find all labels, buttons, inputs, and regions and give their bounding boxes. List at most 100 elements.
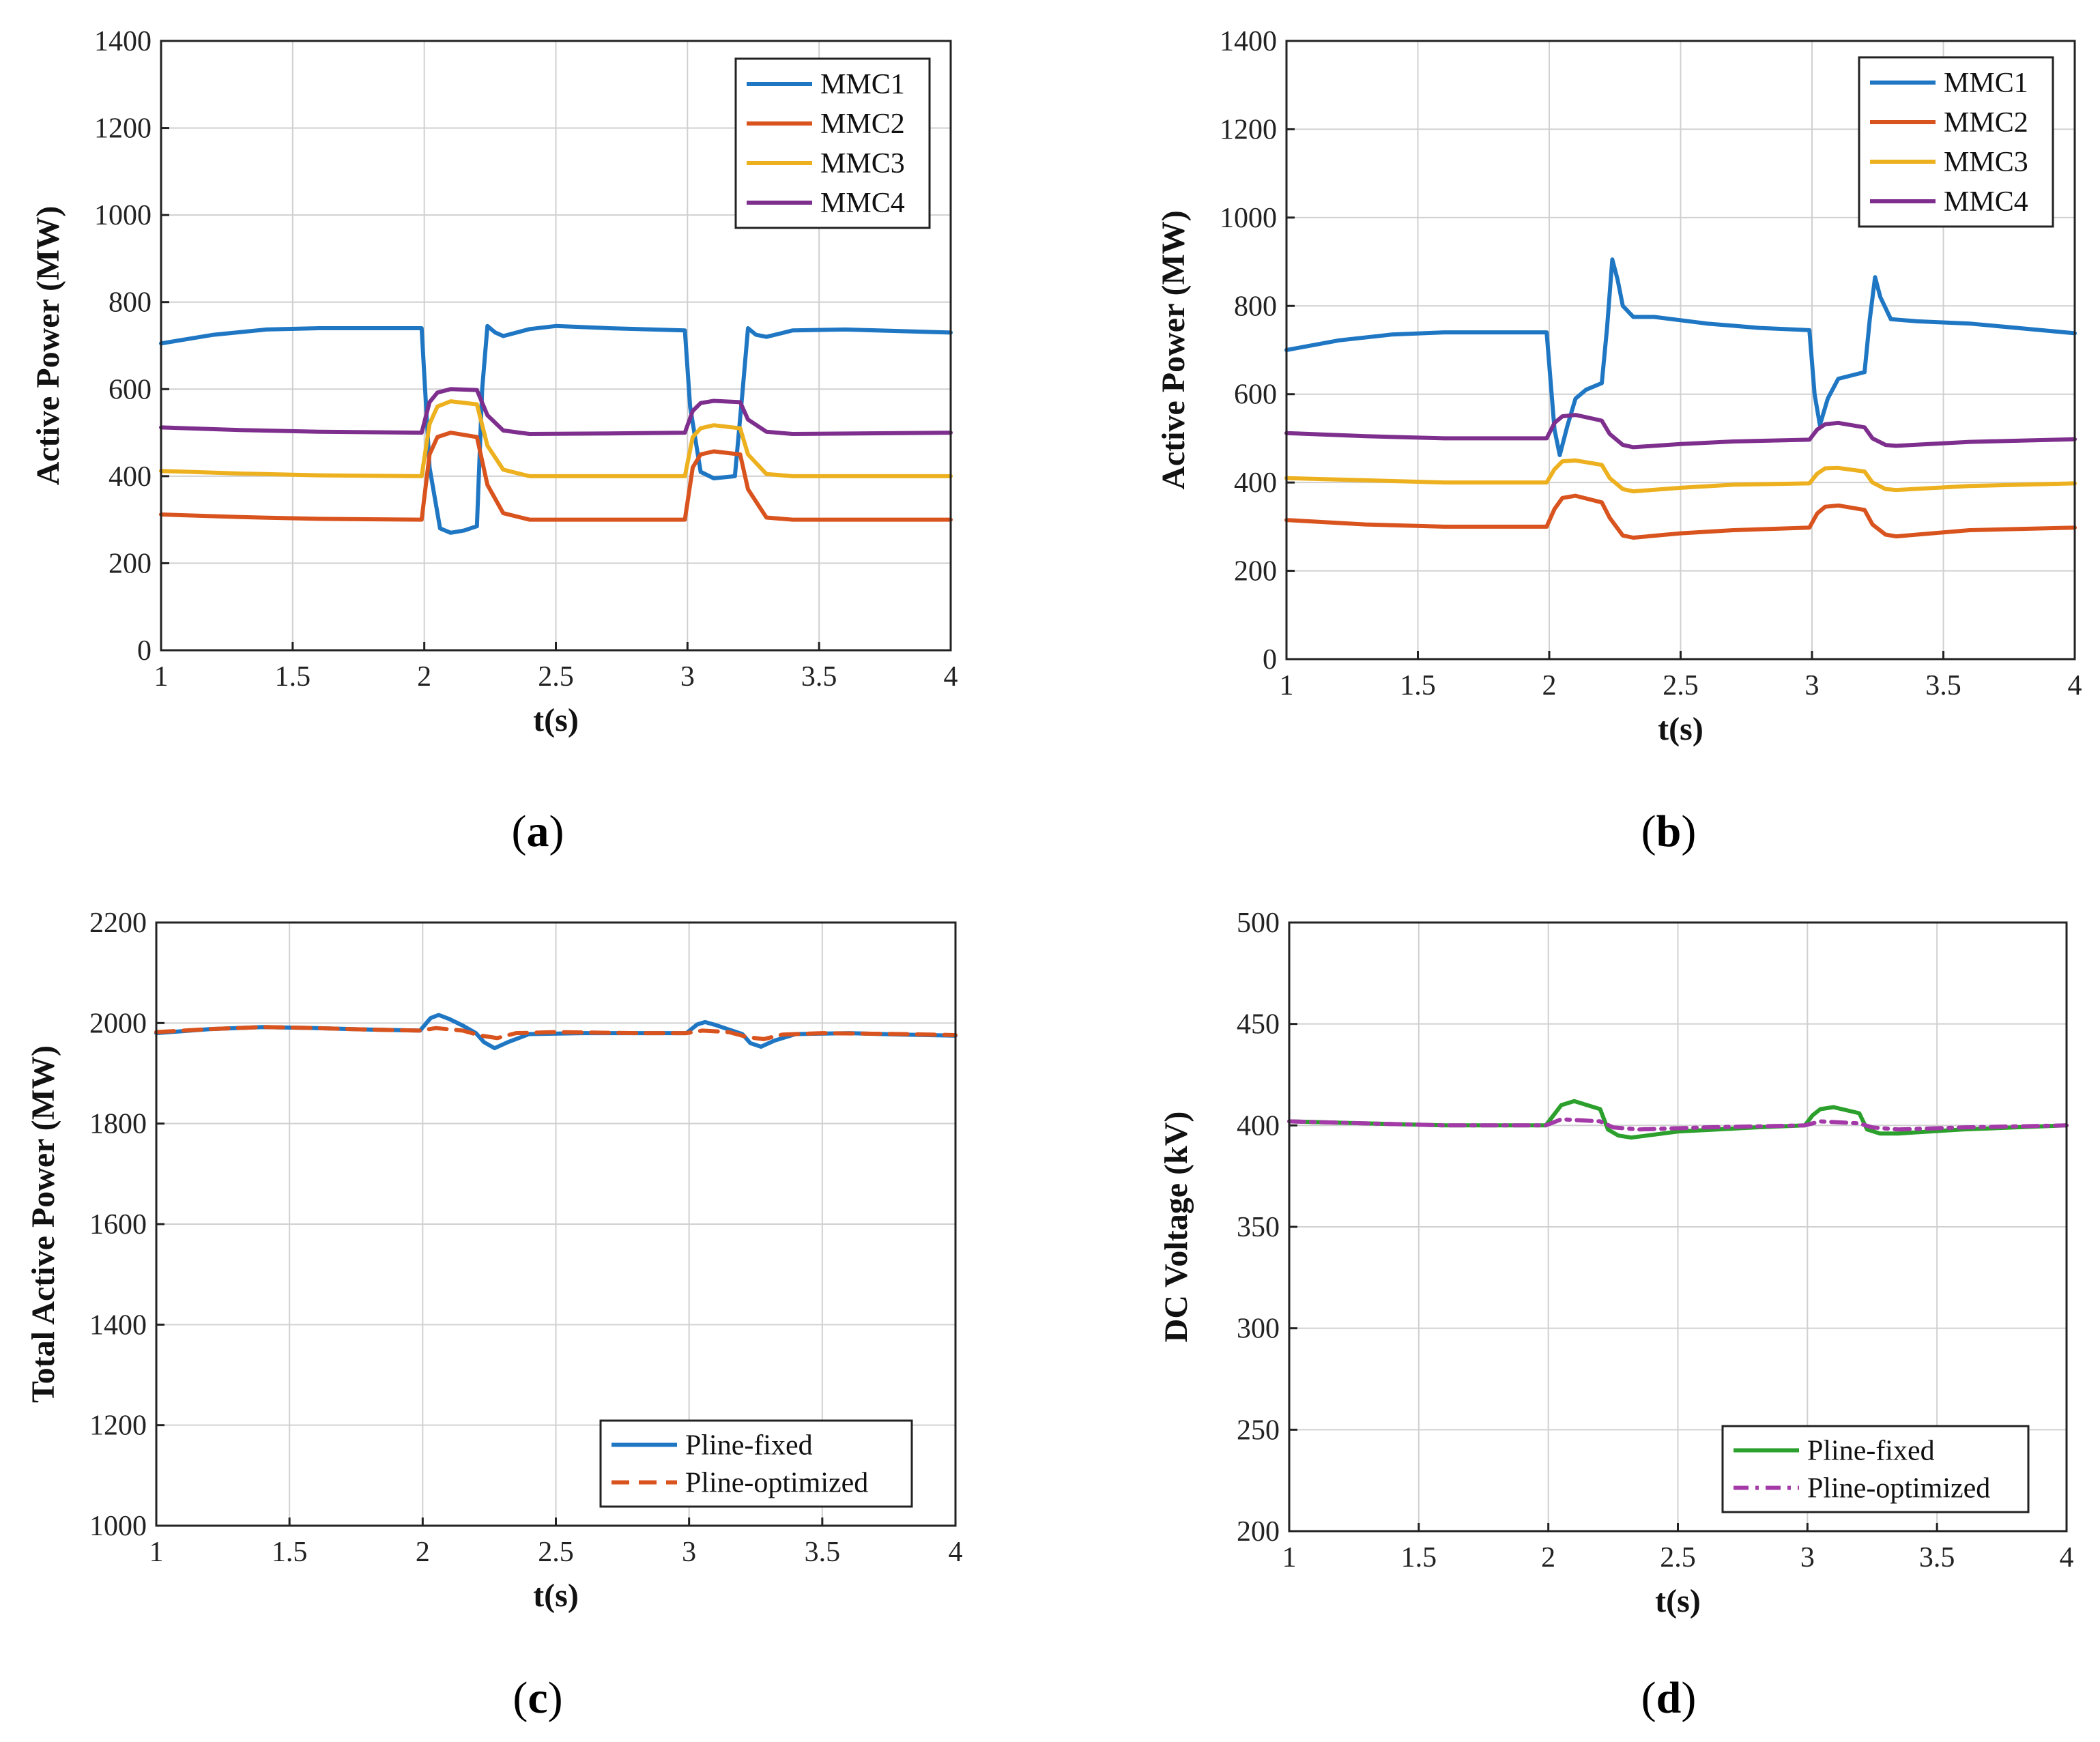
legend-label: Pline-optimized [1807, 1473, 1990, 1505]
panel-caption: (a) [512, 807, 564, 856]
legend-label: MMC3 [820, 148, 905, 179]
series-line-mmc4 [1284, 413, 2077, 450]
y-tick-label: 2000 [89, 1008, 147, 1039]
series-line-pline-optimized [154, 1025, 958, 1041]
y-tick-label: 1000 [1220, 203, 1277, 234]
y-tick-label: 0 [137, 635, 152, 667]
caption-letter: c [528, 1673, 547, 1723]
series-line-mmc1 [1284, 257, 2077, 457]
x-tick-label: 3 [1800, 1542, 1815, 1573]
series-line-mmc2 [1284, 493, 2077, 540]
chart-d-dc-voltage: 1 1.5 2 2.5 3 3.5 4 200 250 300 350 400 450 500 t(s) DC… [1158, 908, 2074, 1723]
x-tick-label: 3.5 [1919, 1542, 1955, 1573]
y-tick-label: 600 [109, 374, 152, 405]
x-axis-label: t(s) [533, 702, 579, 738]
caption-close: ) [1681, 1673, 1696, 1723]
x-axis-label: t(s) [1658, 711, 1703, 747]
x-tick-label: 4 [944, 661, 958, 693]
x-tick-label: 2 [417, 661, 431, 693]
chart-b-active-power: 1 1.5 2 2.5 3 3.5 4 0 200 400 600 800 1000 1200 1400 t(… [1155, 26, 2082, 856]
caption-open: ( [1641, 1673, 1656, 1723]
y-tick-label: 200 [109, 548, 152, 579]
legend-label: Pline-fixed [1807, 1436, 1935, 1467]
legend-label: MMC1 [820, 69, 905, 100]
y-axis-label: Active Power (MW) [1155, 210, 1192, 490]
panel-caption: (d) [1641, 1673, 1697, 1723]
y-tick-label: 1200 [89, 1410, 147, 1442]
y-tick-label: 1400 [89, 1309, 147, 1341]
chart-a-active-power: 1 1.5 2 2.5 3 3.5 4 0 200 400 600 800 1000 1200 1400 t(… [30, 26, 958, 856]
x-tick-label: 1 [154, 661, 169, 693]
series-line-pline-optimized [1287, 1117, 2069, 1132]
legend-label: MMC4 [1944, 186, 2028, 218]
caption-letter: b [1656, 807, 1682, 856]
caption-open: ( [512, 807, 527, 856]
series-line-mmc4 [159, 387, 953, 436]
x-tick-label: 3.5 [1925, 670, 1961, 701]
x-tick-label: 2.5 [1663, 670, 1699, 701]
y-tick-label: 1800 [89, 1109, 147, 1140]
y-tick-label: 0 [1263, 644, 1277, 676]
y-tick-label: 1000 [94, 200, 152, 231]
x-axis-label: t(s) [533, 1578, 579, 1614]
y-tick-label: 800 [109, 287, 152, 319]
legend-label: MMC2 [1944, 107, 2028, 139]
panel-caption: (c) [513, 1673, 562, 1723]
y-tick-label: 350 [1237, 1212, 1280, 1243]
x-tick-label: 1 [149, 1537, 164, 1568]
caption-open: ( [513, 1673, 528, 1723]
series-line-mmc3 [159, 399, 953, 478]
x-tick-label: 4 [2068, 670, 2082, 701]
series-line-mmc2 [159, 431, 953, 522]
legend-label: Pline-optimized [685, 1468, 868, 1499]
caption-close: ) [548, 1673, 563, 1723]
y-tick-label: 400 [1234, 467, 1277, 499]
x-tick-label: 2 [416, 1537, 430, 1568]
caption-open: ( [1641, 807, 1656, 856]
x-tick-label: 3 [680, 661, 695, 693]
y-tick-label: 800 [1234, 291, 1277, 322]
legend-label: MMC4 [820, 188, 905, 219]
x-tick-label: 1.5 [272, 1537, 308, 1568]
series-line-mmc3 [1284, 458, 2077, 494]
legend-label: Pline-fixed [685, 1430, 813, 1462]
x-tick-label: 3 [682, 1537, 696, 1568]
x-tick-label: 1.5 [1400, 670, 1436, 701]
y-tick-label: 600 [1234, 379, 1277, 411]
series-line-mmc1 [159, 323, 953, 535]
legend-box [734, 57, 931, 229]
caption-letter: d [1656, 1673, 1682, 1723]
x-tick-label: 1 [1282, 1542, 1297, 1573]
x-tick-label: 2.5 [538, 1537, 574, 1568]
x-tick-label: 2 [1542, 670, 1557, 701]
y-tick-label: 1400 [1220, 26, 1277, 57]
x-tick-label: 1 [1280, 670, 1294, 701]
legend-box [1721, 1425, 2030, 1513]
y-axis-label: Active Power (MW) [30, 206, 66, 486]
x-tick-label: 4 [949, 1537, 963, 1568]
panel-caption: (b) [1641, 807, 1697, 856]
x-tick-label: 2 [1541, 1542, 1555, 1573]
chart-c-total-active-power: 1 1.5 2 2.5 3 3.5 4 1000 1200 1400 1600 1800 2000 220… [25, 908, 963, 1723]
x-tick-label: 4 [2060, 1542, 2074, 1573]
series-line-pline-fixed [1287, 1099, 2069, 1140]
y-tick-label: 200 [1237, 1516, 1280, 1548]
legend: MMC1 MMC2 MMC3 MMC4 [734, 57, 931, 229]
y-tick-label: 2200 [89, 908, 147, 939]
caption-close: ) [1681, 807, 1696, 856]
x-tick-label: 3.5 [805, 1537, 841, 1568]
y-tick-label: 1200 [94, 113, 152, 145]
x-tick-label: 1.5 [1401, 1542, 1437, 1573]
y-tick-label: 300 [1237, 1313, 1280, 1345]
caption-close: ) [549, 807, 564, 856]
y-axis-label: Total Active Power (MW) [25, 1045, 61, 1403]
legend-box [599, 1419, 913, 1508]
x-tick-label: 3.5 [801, 661, 837, 693]
legend-label: MMC3 [1944, 147, 2028, 178]
x-tick-label: 2.5 [538, 661, 574, 693]
y-tick-label: 1000 [89, 1511, 147, 1542]
x-axis-label: t(s) [1655, 1583, 1701, 1619]
y-tick-label: 400 [1237, 1110, 1280, 1142]
y-axis-label: DC Voltage (kV) [1158, 1112, 1194, 1343]
